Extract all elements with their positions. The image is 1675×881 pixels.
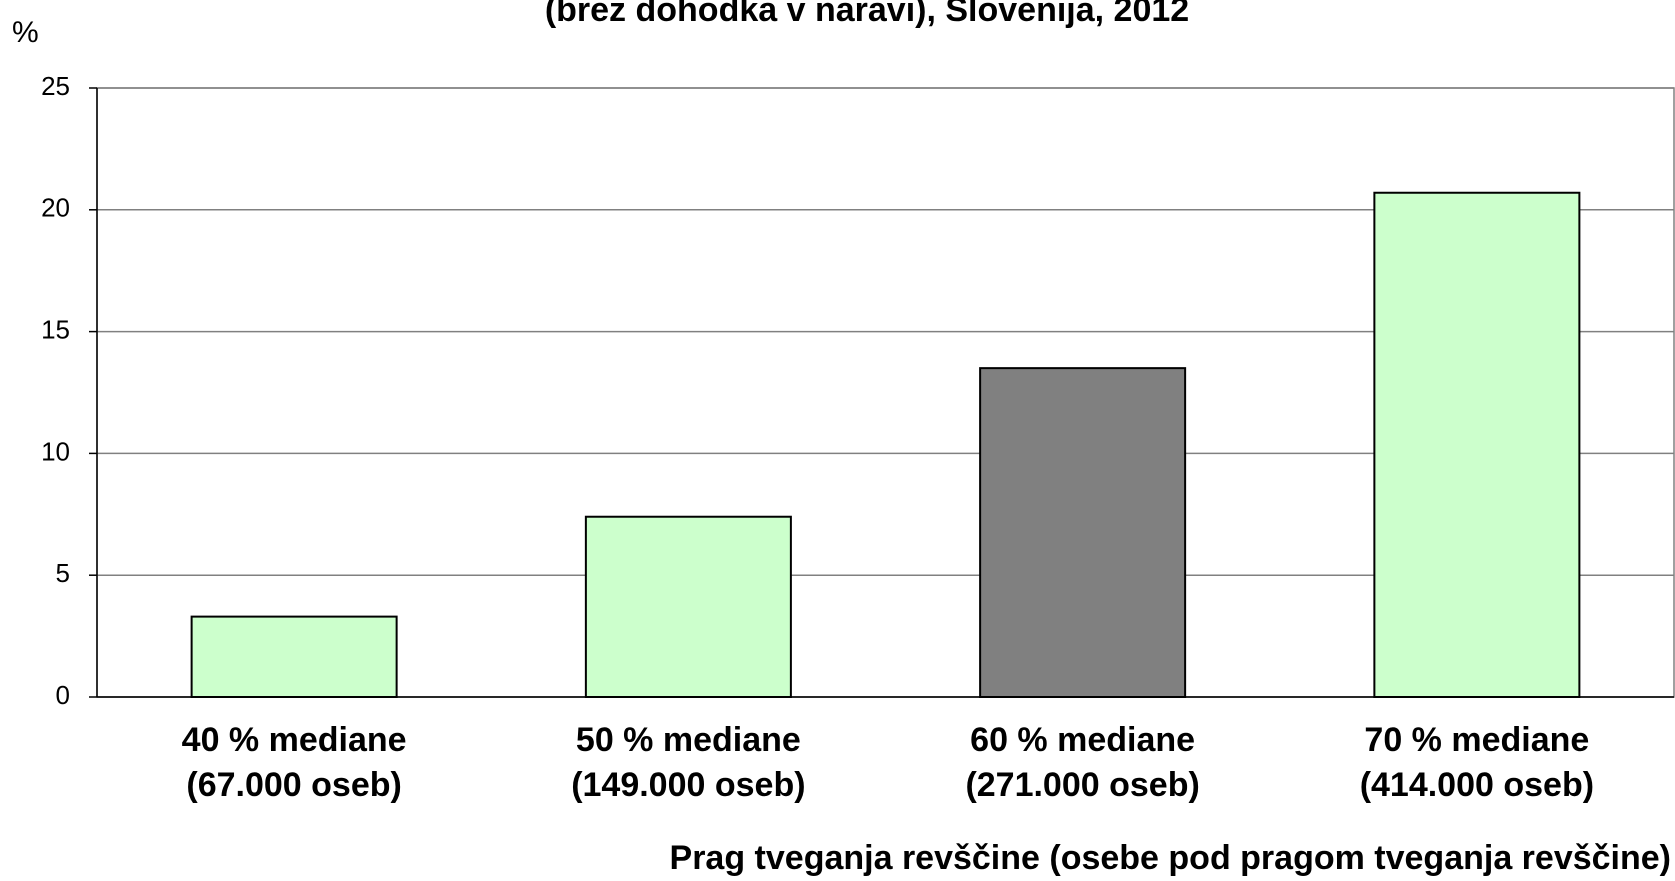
- bar: [979, 367, 1187, 698]
- bar: [1373, 191, 1581, 699]
- x-tick-label: (67.000 oseb): [186, 766, 401, 804]
- y-tick-label: 25: [41, 71, 70, 101]
- x-tick-label: 70 % mediane: [1364, 721, 1589, 759]
- x-tick-label: (414.000 oseb): [1360, 766, 1594, 804]
- y-tick-label: 15: [41, 314, 70, 344]
- x-tick-label: 40 % mediane: [182, 721, 407, 759]
- x-axis-label: Prag tveganja revščine (osebe pod pragom…: [670, 839, 1671, 877]
- y-tick-label: 5: [56, 558, 70, 588]
- x-tick-label: 60 % mediane: [970, 721, 1195, 759]
- y-tick-label: 20: [41, 193, 70, 223]
- x-tick-label: (149.000 oseb): [571, 766, 805, 804]
- bar: [190, 615, 398, 698]
- chart-title: (brez dohodka v naravi), Slovenija, 2012: [545, 0, 1189, 29]
- x-tick-label: 50 % mediane: [576, 721, 801, 759]
- y-axis-label: %: [12, 16, 39, 49]
- y-tick-label: 0: [56, 680, 70, 710]
- bar: [584, 515, 792, 699]
- x-tick-label: (271.000 oseb): [965, 766, 1199, 804]
- y-tick-label: 10: [41, 436, 70, 466]
